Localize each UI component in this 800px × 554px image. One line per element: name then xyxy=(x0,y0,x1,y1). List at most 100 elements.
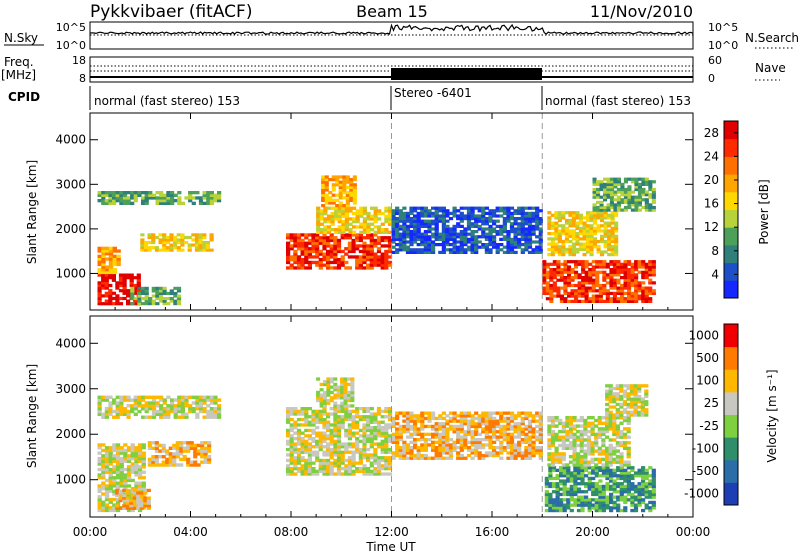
velocity-cell xyxy=(300,447,305,452)
power-cell xyxy=(582,221,587,225)
power-cell xyxy=(362,230,367,234)
power-cell xyxy=(351,238,356,243)
power-cell xyxy=(413,232,418,236)
power-cell xyxy=(561,242,566,246)
velocity-cell xyxy=(179,441,184,445)
power-cell xyxy=(481,232,486,236)
power-cell xyxy=(198,238,203,242)
power-cell xyxy=(144,291,149,295)
power-cell xyxy=(563,291,568,295)
velocity-cell xyxy=(343,401,348,405)
velocity-cell xyxy=(562,487,567,491)
velocity-cell xyxy=(641,492,646,497)
power-cell xyxy=(567,299,572,303)
power-cell xyxy=(571,245,576,249)
power-cell xyxy=(376,258,382,262)
velocity-cell xyxy=(569,484,574,489)
power-cell xyxy=(130,191,135,195)
velocity-cell xyxy=(587,484,592,489)
velocity-cell xyxy=(580,482,585,486)
velocity-cell xyxy=(336,396,341,400)
velocity-cell xyxy=(619,429,624,434)
velocity-cell xyxy=(538,414,543,418)
power-cell xyxy=(577,273,582,277)
velocity-cell xyxy=(319,398,324,403)
power-cell xyxy=(538,243,543,247)
velocity-cell xyxy=(492,416,497,421)
power-cell xyxy=(602,283,607,288)
velocity-cell xyxy=(605,384,610,388)
power-cell xyxy=(506,230,511,234)
power-cell xyxy=(108,249,114,253)
velocity-cell xyxy=(601,492,606,497)
velocity-cell xyxy=(576,468,582,472)
velocity-cell xyxy=(130,508,135,513)
velocity-cell xyxy=(527,419,533,423)
power-cell xyxy=(384,238,389,243)
velocity-region-9 xyxy=(605,384,649,417)
power-cell xyxy=(459,248,464,252)
velocity-cell xyxy=(470,416,475,421)
power-cell xyxy=(194,233,200,237)
power-cell xyxy=(648,203,653,207)
power-cell xyxy=(613,203,618,207)
velocity-cell xyxy=(605,408,610,412)
power-cell xyxy=(130,196,135,200)
velocity-cell xyxy=(572,455,577,459)
power-cell xyxy=(603,239,608,244)
velocity-cell xyxy=(311,415,316,419)
velocity-cell xyxy=(562,479,567,483)
power-cell xyxy=(549,276,554,280)
velocity-cell xyxy=(326,442,331,446)
velocity-cell xyxy=(179,446,184,450)
velocity-cell xyxy=(416,430,421,434)
velocity-cell xyxy=(209,407,214,411)
power-cell xyxy=(352,201,357,205)
power-cell xyxy=(641,270,646,274)
velocity-cell xyxy=(347,431,352,435)
velocity-cell xyxy=(104,448,110,453)
velocity-cell xyxy=(562,506,567,510)
velocity-cell xyxy=(484,443,489,447)
power-cell xyxy=(151,302,156,306)
velocity-cell xyxy=(608,397,613,401)
power-cell xyxy=(344,252,349,256)
power-cell xyxy=(568,232,573,236)
velocity-cell xyxy=(104,412,109,416)
velocity-cell xyxy=(172,446,177,450)
power-cell xyxy=(115,299,120,303)
power-cell xyxy=(188,196,193,200)
power-cell xyxy=(348,230,353,234)
power-cell xyxy=(105,270,110,275)
power-cell xyxy=(326,214,332,218)
power-cell xyxy=(582,242,587,246)
velocity-cell xyxy=(358,467,363,471)
power-cell xyxy=(651,195,656,199)
velocity-cell xyxy=(584,466,589,470)
power-cell xyxy=(413,222,418,226)
velocity-cell xyxy=(154,446,159,450)
power-cell xyxy=(651,289,656,293)
power-cell xyxy=(556,273,561,277)
power-cell xyxy=(398,227,403,231)
velocity-cell xyxy=(509,414,515,418)
velocity-cell xyxy=(568,443,574,448)
velocity-cell xyxy=(391,432,396,436)
power-cell xyxy=(592,195,597,199)
power-cell xyxy=(596,250,601,254)
power-cell xyxy=(405,219,411,223)
power-cell xyxy=(547,224,552,228)
velocity-cell xyxy=(333,407,338,411)
velocity-cell xyxy=(520,427,525,431)
power-cell xyxy=(180,248,185,252)
power-cell xyxy=(398,245,403,249)
velocity-cell xyxy=(293,409,298,413)
velocity-cell xyxy=(562,498,567,502)
velocity-cell xyxy=(207,449,212,453)
power-cell xyxy=(466,217,472,221)
power-cell xyxy=(431,250,436,254)
power-cell xyxy=(115,191,120,195)
power-cell xyxy=(342,185,347,189)
power-cell xyxy=(324,178,329,182)
power-cell xyxy=(402,206,407,210)
